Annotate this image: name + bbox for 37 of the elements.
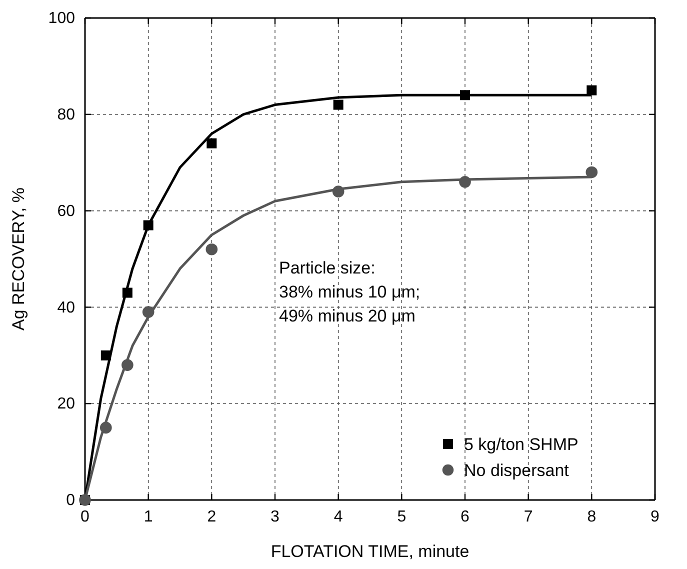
y-tick-label: 60	[57, 202, 76, 220]
point	[122, 288, 132, 298]
point	[122, 359, 134, 371]
point	[460, 90, 470, 100]
annotation: Particle size:	[279, 258, 376, 278]
x-tick-label: 6	[460, 508, 470, 526]
x-tick-label: 2	[207, 508, 216, 526]
x-tick-label: 5	[397, 508, 406, 526]
x-tick-label: 3	[270, 508, 280, 526]
x-tick-label: 8	[587, 508, 596, 526]
point	[459, 176, 471, 188]
legend-label: 5 kg/ton SHMP	[464, 435, 578, 454]
y-axis-title: Ag RECOVERY, %	[9, 188, 28, 330]
point	[143, 220, 154, 230]
y-tick-label: 100	[48, 10, 76, 28]
y-tick-label: 80	[57, 106, 76, 124]
y-tick-label: 20	[57, 396, 76, 413]
point	[206, 138, 217, 148]
point	[586, 166, 598, 178]
y-tick-label: 40	[57, 299, 76, 316]
point	[206, 243, 218, 256]
x-axis-title: FLOTATION TIME, minute	[270, 542, 470, 561]
point	[100, 350, 111, 360]
point	[586, 85, 597, 96]
point	[332, 186, 344, 198]
annotation: 49% minus 20 μm	[279, 306, 416, 326]
legend-label: No dispersant	[464, 461, 570, 480]
annotation: 38% minus 10 μm;	[279, 282, 420, 302]
x-tick-label: 7	[524, 508, 533, 526]
y-tick-label: 0	[66, 492, 76, 510]
point	[333, 100, 344, 110]
x-tick-label: 9	[650, 508, 660, 526]
x-tick-label: 0	[80, 508, 90, 526]
point	[142, 306, 154, 318]
x-tick-label: 1	[144, 508, 153, 526]
x-tick-label: 4	[334, 508, 343, 526]
point	[100, 422, 112, 434]
